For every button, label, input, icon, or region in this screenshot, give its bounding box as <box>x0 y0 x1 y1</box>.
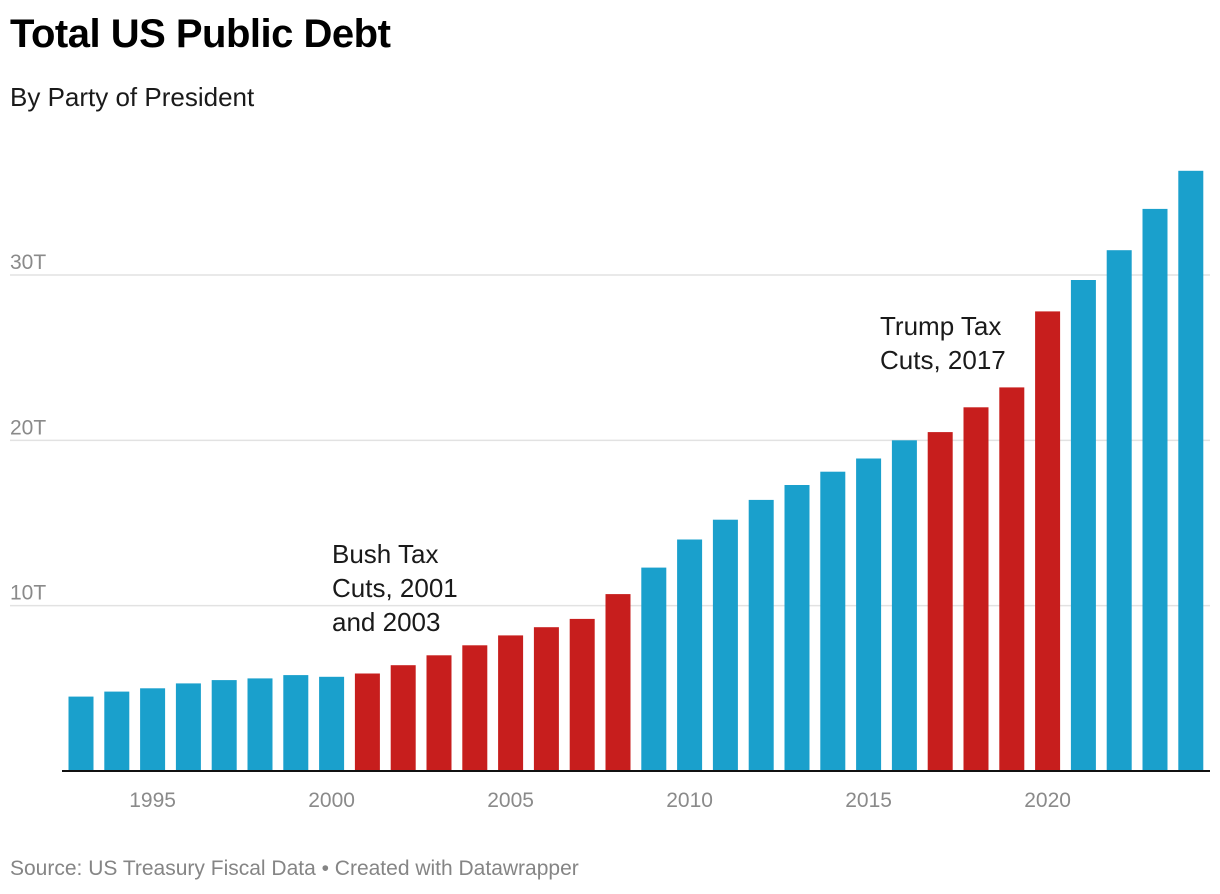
bar-2015 <box>856 458 882 771</box>
bar-1999 <box>283 675 309 771</box>
annotation-line: Cuts, 2001 <box>332 573 458 603</box>
bar-2014 <box>820 471 846 771</box>
annotation-line: and 2003 <box>332 607 440 637</box>
annotation-line: Cuts, 2017 <box>880 345 1006 375</box>
bar-2016 <box>891 440 917 771</box>
bar-2022 <box>1106 250 1132 771</box>
annotation-line: Trump Tax <box>880 311 1001 341</box>
annotation-2001: Bush Tax Cuts, 2001 and 2003 <box>332 539 458 637</box>
bar-1993 <box>68 696 94 771</box>
x-tick-label: 2010 <box>666 789 713 812</box>
bar-2005 <box>498 635 524 771</box>
bar-2019 <box>999 387 1025 771</box>
bar-2009 <box>641 567 667 771</box>
bar-2000 <box>319 676 345 771</box>
y-tick-label: 30T <box>10 251 46 274</box>
bar-1997 <box>211 680 237 771</box>
bar-2003 <box>426 655 452 771</box>
chart-subtitle: By Party of President <box>10 82 255 112</box>
bar-1996 <box>175 683 201 771</box>
annotation-2017: Trump Tax Cuts, 2017 <box>880 311 1006 375</box>
bar-2018 <box>963 407 989 771</box>
bar-2012 <box>748 499 774 771</box>
x-axis-ticks: 1995 2000 2005 2010 2015 2020 <box>129 789 1071 812</box>
bar-2001 <box>354 673 380 771</box>
chart-source: Source: US Treasury Fiscal Data • Create… <box>10 857 579 880</box>
bar-2008 <box>605 594 631 771</box>
bar-1994 <box>104 691 130 771</box>
bar-2011 <box>712 519 738 771</box>
x-tick-label: 1995 <box>129 789 176 812</box>
bar-2007 <box>569 618 595 771</box>
bars <box>68 170 1204 772</box>
bar-2017 <box>927 432 953 771</box>
y-tick-label: 10T <box>10 582 46 605</box>
bar-2024 <box>1178 170 1204 772</box>
gridlines <box>10 274 1210 607</box>
y-axis-ticks: 10T 20T 30T <box>10 251 46 605</box>
bar-2004 <box>462 645 488 771</box>
x-tick-label: 2000 <box>308 789 355 812</box>
x-tick-label: 2005 <box>487 789 534 812</box>
bar-2021 <box>1070 280 1096 771</box>
bar-2006 <box>533 627 559 771</box>
bar-2010 <box>677 539 703 771</box>
annotation-line: Bush Tax <box>332 539 438 569</box>
bar-1995 <box>140 688 166 771</box>
y-tick-label: 20T <box>10 416 46 439</box>
bar-2002 <box>390 665 416 771</box>
bar-2013 <box>784 485 810 771</box>
bar-2023 <box>1142 208 1168 771</box>
chart-title: Total US Public Debt <box>10 12 391 56</box>
annotations: Bush Tax Cuts, 2001 and 2003 Trump Tax Cuts,… <box>332 311 1006 637</box>
x-tick-label: 2020 <box>1024 789 1071 812</box>
x-tick-label: 2015 <box>845 789 892 812</box>
bar-2020 <box>1035 311 1061 771</box>
bar-1998 <box>247 678 273 771</box>
